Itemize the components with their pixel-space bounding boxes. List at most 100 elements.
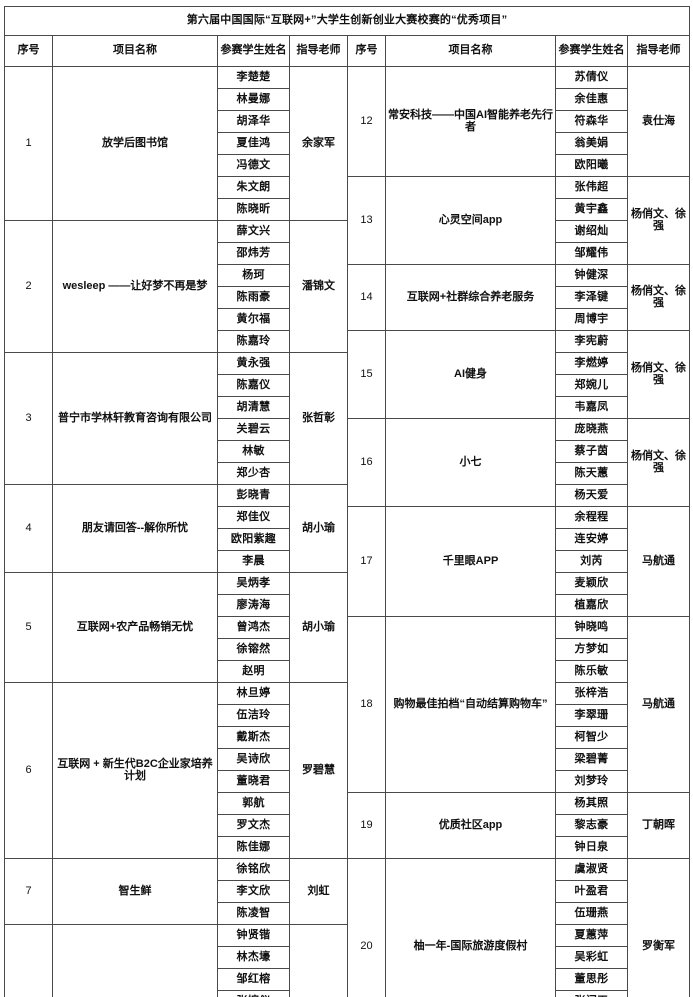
- table-row: 徐镕然 方梦如: [5, 638, 690, 661]
- table-row: 曾鸿杰 18 购物最佳拍档“自动结算购物车” 钟晓鸣 马航通: [5, 616, 690, 793]
- table-row: 冯德文 欧阳曦: [5, 154, 690, 177]
- left-student-cell: 欧阳紫趣: [217, 528, 290, 551]
- left-project-cell[interactable]: 互联网 + 新生代B2C企业家培养计划: [52, 682, 218, 859]
- col-header-seq-right: 序号: [347, 35, 386, 67]
- left-student-cell: 廖涛海: [217, 594, 290, 617]
- left-student-cell: 陈佳娜: [217, 836, 290, 859]
- left-student-cell: 戴斯杰: [217, 726, 290, 749]
- right-project-cell[interactable]: 互联网+社群综合养老服务: [385, 264, 556, 331]
- right-student-cell: 连安婷: [555, 528, 628, 551]
- table-row: 胡泽华 符森华: [5, 110, 690, 133]
- title-row: 第六届中国国际“互联网+”大学生创新创业大赛校赛的“优秀项目”: [4, 6, 690, 36]
- right-project-cell[interactable]: 小七: [385, 418, 556, 507]
- left-seq-cell: 6: [4, 682, 53, 859]
- right-student-cell: 夏蕙萍: [555, 924, 628, 947]
- left-student-cell: 罗文杰: [217, 814, 290, 837]
- left-student-cell: 赵明: [217, 660, 290, 683]
- left-student-cell: 钟贤锴: [217, 924, 290, 947]
- left-student-cell: 徐镕然: [217, 638, 290, 661]
- left-student-cell: 黄尔福: [217, 308, 290, 331]
- right-seq-cell: 13: [347, 176, 386, 265]
- left-student-cell: 林曼娜: [217, 88, 290, 111]
- left-student-cell: 李晨: [217, 550, 290, 573]
- left-project-cell[interactable]: VR享车: [52, 924, 218, 997]
- right-teacher-cell: 丁朝晖: [627, 792, 690, 859]
- left-student-cell: 陈凌智: [217, 902, 290, 925]
- left-student-cell: 伍洁玲: [217, 704, 290, 727]
- right-project-cell[interactable]: 常安科技——中国AI智能养老先行者: [385, 66, 556, 177]
- left-student-cell: 冯德文: [217, 154, 290, 177]
- left-project-cell[interactable]: wesleep ——让好梦不再是梦: [52, 220, 218, 353]
- table-row: 黄尔福 周博宇: [5, 308, 690, 331]
- table-row: 陈凌智 伍珊燕: [5, 902, 690, 925]
- left-student-cell: 朱文朗: [217, 176, 290, 199]
- right-project-cell[interactable]: 优质社区app: [385, 792, 556, 859]
- right-student-cell: 谢绍灿: [555, 220, 628, 243]
- left-project-cell[interactable]: 朋友请回答--解你所忧: [52, 484, 218, 573]
- left-teacher-cell: 余家军: [289, 66, 348, 221]
- right-student-cell: 伍珊燕: [555, 902, 628, 925]
- left-project-cell[interactable]: 普宁市学林轩教育咨询有限公司: [52, 352, 218, 485]
- right-project-cell[interactable]: AI健身: [385, 330, 556, 419]
- right-student-cell: 陈天蕙: [555, 462, 628, 485]
- left-student-cell: 胡泽华: [217, 110, 290, 133]
- right-student-cell: 叶盈君: [555, 880, 628, 903]
- right-student-cell: 柯智少: [555, 726, 628, 749]
- left-seq-cell: 1: [4, 66, 53, 221]
- table-row: 1 放学后图书馆 李楚楚 余家军 12 常安科技——中国AI智能养老先行者 苏倩仪 袁仕海: [4, 66, 690, 221]
- right-teacher-cell: 袁仕海: [627, 66, 690, 177]
- right-teacher-cell: 罗衡军: [627, 858, 690, 997]
- col-header-project-left: 项目名称: [52, 35, 218, 67]
- left-student-cell: 夏佳鸿: [217, 132, 290, 155]
- right-seq-cell: 12: [347, 66, 386, 177]
- excellent-projects-table: 第六届中国国际“互联网+”大学生创新创业大赛校赛的“优秀项目” 序号 项目名称 参赛学…: [4, 6, 690, 997]
- right-student-cell: 张闻天: [555, 990, 628, 997]
- right-project-cell[interactable]: 柚一年-国际旅游度假村: [385, 858, 556, 997]
- right-student-cell: 符森华: [555, 110, 628, 133]
- left-seq-cell: 2: [4, 220, 53, 353]
- left-seq-cell: 7: [4, 858, 53, 925]
- left-teacher-cell: 胡小瑜: [289, 572, 348, 683]
- right-student-cell: 钟晓鸣: [555, 616, 628, 639]
- left-project-cell[interactable]: 互联网+农产品畅销无忧: [52, 572, 218, 683]
- right-student-cell: 余佳惠: [555, 88, 628, 111]
- col-header-teacher-right: 指导老师: [627, 35, 690, 67]
- left-student-cell: 徐铭欣: [217, 858, 290, 881]
- left-student-cell: 林杰壕: [217, 946, 290, 969]
- left-project-cell[interactable]: 放学后图书馆: [52, 66, 218, 221]
- right-seq-cell: 15: [347, 330, 386, 419]
- right-student-cell: 周博宇: [555, 308, 628, 331]
- right-student-cell: 张梓浩: [555, 682, 628, 705]
- table-header-row: 序号 项目名称 参赛学生姓名 指导老师 序号 项目名称 参赛学生姓名 指导老师: [4, 35, 690, 67]
- right-seq-cell: 19: [347, 792, 386, 859]
- right-project-cell[interactable]: 购物最佳拍档“自动结算购物车”: [385, 616, 556, 793]
- left-student-cell: 彭晓青: [217, 484, 290, 507]
- left-project-cell[interactable]: 智生鲜: [52, 858, 218, 925]
- left-student-cell: 李文欣: [217, 880, 290, 903]
- right-teacher-cell: 杨俏文、徐强: [627, 264, 690, 331]
- col-header-students-left: 参赛学生姓名: [217, 35, 290, 67]
- right-student-cell: 欧阳曦: [555, 154, 628, 177]
- left-student-cell: 郑少杏: [217, 462, 290, 485]
- right-project-cell[interactable]: 千里眼APP: [385, 506, 556, 617]
- left-student-cell: 陈雨豪: [217, 286, 290, 309]
- table-row: 2 wesleep ——让好梦不再是梦 薛文兴 潘锦文 谢绍灿: [4, 220, 690, 353]
- table-row: 8VR享车钟贤锴朱芳芳 夏蕙萍: [4, 924, 690, 997]
- right-teacher-cell: 马航通: [627, 616, 690, 793]
- right-project-cell[interactable]: 心灵空间app: [385, 176, 556, 265]
- table-row: 伍洁玲 李翠珊: [5, 704, 690, 727]
- left-student-cell: 董晓君: [217, 770, 290, 793]
- right-seq-cell: 16: [347, 418, 386, 507]
- left-student-cell: 陈晓昕: [217, 198, 290, 221]
- table-row: 戴斯杰 柯智少: [5, 726, 690, 749]
- document-title: 第六届中国国际“互联网+”大学生创新创业大赛校赛的“优秀项目”: [4, 6, 690, 36]
- right-student-cell: 邹耀伟: [555, 242, 628, 265]
- table-row: 李文欣 叶盈君: [5, 880, 690, 903]
- right-student-cell: 庞晓燕: [555, 418, 628, 441]
- table-row: 关碧云 16 小七 庞晓燕 杨俏文、徐强: [5, 418, 690, 507]
- right-student-cell: 李燃婷: [555, 352, 628, 375]
- left-student-cell: 张婉仪: [217, 990, 290, 997]
- table-row: 陈嘉玲 15 AI健身 李宪蔚 杨俏文、徐强: [5, 330, 690, 419]
- left-teacher-cell: 罗碧慧: [289, 682, 348, 859]
- left-student-cell: 关碧云: [217, 418, 290, 441]
